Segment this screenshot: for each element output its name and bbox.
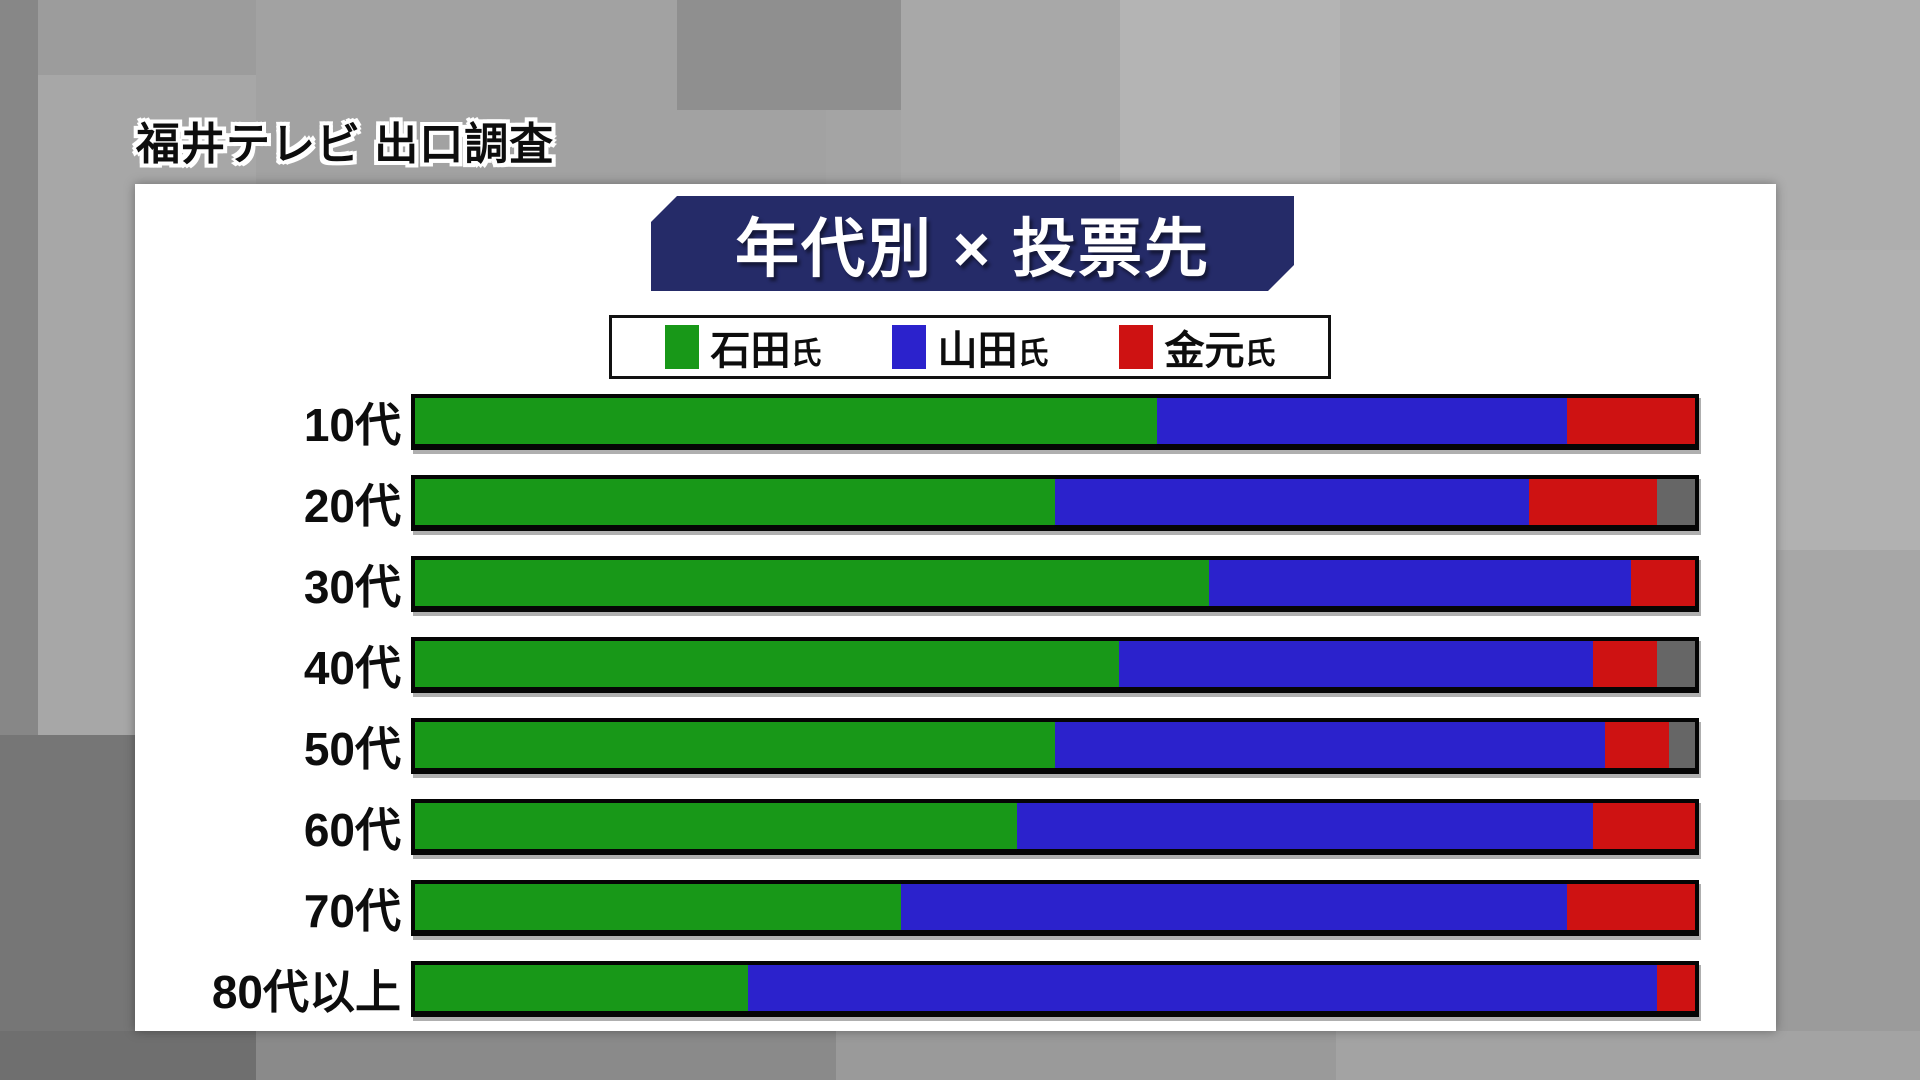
legend-swatch-kanemoto <box>1118 325 1153 369</box>
source-caption: 福井テレビ 出口調査 <box>136 120 555 169</box>
bar-row: 70代 <box>135 880 1776 937</box>
age-group-label: 30代 <box>303 561 401 613</box>
bar-segment-yamada <box>901 884 1567 930</box>
bar-segment-yamada <box>747 965 1657 1011</box>
bar-row: 30代 <box>135 556 1776 613</box>
bar-segment-yamada <box>1157 398 1567 444</box>
chart-legend: 石田氏 山田氏 金元氏 <box>609 315 1331 379</box>
bar-row: 50代 <box>135 718 1776 775</box>
bar-segment-kanemoto <box>1528 479 1657 525</box>
age-group-label: 60代 <box>303 804 401 856</box>
chart-panel: 年代別 × 投票先 石田氏 山田氏 金元氏 10代 20代 30代 40代 50代 60代 70… <box>135 184 1776 1031</box>
background-mosaic-block <box>1776 250 1920 550</box>
bar-segment-kanemoto <box>1566 398 1695 444</box>
background-mosaic-block <box>836 1031 1336 1080</box>
bar-segment-ishida <box>415 965 748 1011</box>
legend-item-ishida: 石田氏 <box>664 318 822 376</box>
age-group-label: 40代 <box>303 642 401 694</box>
stacked-bar <box>411 475 1699 531</box>
bar-segment-kanemoto <box>1592 803 1695 849</box>
age-group-label: 50代 <box>303 723 401 775</box>
bar-row: 20代 <box>135 475 1776 532</box>
age-group-label: 20代 <box>303 480 401 532</box>
stacked-bar <box>411 799 1699 855</box>
bar-segment-yamada <box>1208 560 1631 606</box>
age-group-label: 80代以上 <box>211 966 401 1018</box>
bar-row: 40代 <box>135 637 1776 694</box>
stacked-bar <box>411 880 1699 936</box>
bar-row: 10代 <box>135 394 1776 451</box>
bar-segment-ishida <box>415 560 1209 606</box>
bar-row: 80代以上 <box>135 961 1776 1018</box>
age-group-label: 70代 <box>303 885 401 937</box>
stacked-bar <box>411 556 1699 612</box>
bar-segment-other <box>1656 479 1695 525</box>
background-mosaic-block <box>677 0 901 110</box>
background-mosaic-block <box>1120 0 1340 205</box>
bar-segment-other <box>1669 722 1695 768</box>
bar-segment-ishida <box>415 722 1055 768</box>
background-mosaic-block <box>38 0 256 75</box>
bar-segment-kanemoto <box>1592 641 1657 687</box>
chart-title: 年代別 × 投票先 <box>735 212 1210 285</box>
bar-segment-ishida <box>415 479 1055 525</box>
bar-segment-yamada <box>1055 479 1529 525</box>
background-mosaic-block <box>1776 550 1920 800</box>
legend-swatch-ishida <box>664 325 699 369</box>
legend-label-kanemoto: 金元氏 <box>1164 329 1276 373</box>
age-group-label: 10代 <box>303 399 401 451</box>
bar-segment-ishida <box>415 641 1119 687</box>
legend-swatch-yamada <box>891 325 926 369</box>
stacked-bar <box>411 961 1699 1017</box>
legend-label-yamada: 山田氏 <box>937 329 1049 373</box>
background-mosaic-block <box>256 1031 836 1080</box>
bar-segment-kanemoto <box>1566 884 1695 930</box>
bar-segment-ishida <box>415 398 1158 444</box>
stacked-bar <box>411 394 1699 450</box>
stacked-bar <box>411 718 1699 774</box>
bar-segment-ishida <box>415 884 902 930</box>
bar-segment-yamada <box>1016 803 1593 849</box>
bar-segment-yamada <box>1055 722 1606 768</box>
bar-chart: 10代 20代 30代 40代 50代 60代 70代 80代以上 <box>135 394 1776 1042</box>
bar-segment-kanemoto <box>1656 965 1695 1011</box>
background-mosaic-block <box>0 1031 256 1080</box>
chart-title-box: 年代別 × 投票先 <box>651 196 1294 291</box>
bar-segment-kanemoto <box>1605 722 1670 768</box>
bar-segment-kanemoto <box>1630 560 1695 606</box>
background-mosaic-block <box>1336 1031 1920 1080</box>
bar-row: 60代 <box>135 799 1776 856</box>
stacked-bar <box>411 637 1699 693</box>
legend-item-yamada: 山田氏 <box>891 318 1049 376</box>
legend-item-kanemoto: 金元氏 <box>1118 318 1276 376</box>
bar-segment-ishida <box>415 803 1017 849</box>
bar-segment-other <box>1656 641 1695 687</box>
bar-segment-yamada <box>1119 641 1593 687</box>
legend-label-ishida: 石田氏 <box>710 329 822 373</box>
background-mosaic-block <box>901 0 1120 184</box>
background-mosaic-block <box>0 735 135 1080</box>
